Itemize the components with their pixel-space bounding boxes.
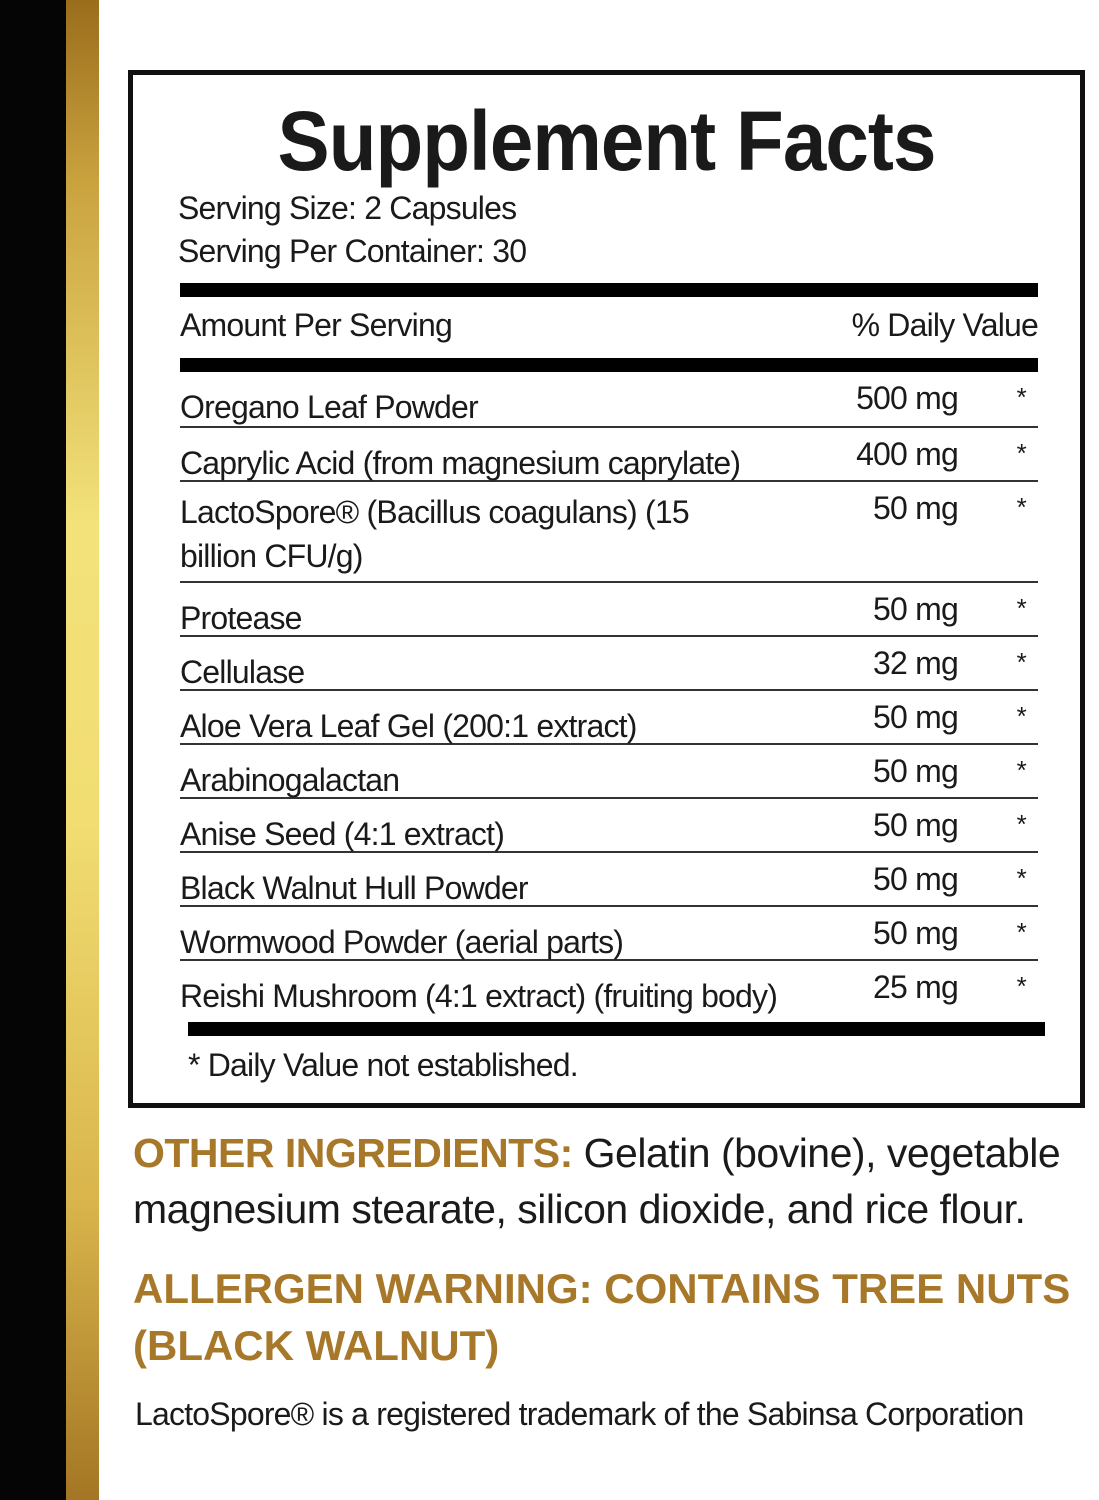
trademark-notice: LactoSpore® is a registered trademark of… [135, 1396, 1024, 1432]
daily-value: * [1016, 593, 1027, 623]
ingredient-amount: 50 mg [873, 753, 959, 789]
table-row: Oregano Leaf Powder 500 mg * [180, 372, 1038, 428]
daily-value-label: % Daily Value [851, 307, 1039, 343]
ingredient-amount: 50 mg [873, 861, 959, 897]
table-header: Amount Per Serving % Daily Value [180, 307, 1039, 344]
table-row: Black Walnut Hull Powder 50 mg * [180, 853, 1038, 907]
daily-value: * [1016, 647, 1027, 677]
ingredient-name: Wormwood Powder (aerial parts) [180, 924, 624, 960]
ingredient-name: Caprylic Acid (from magnesium caprylate) [180, 445, 741, 481]
servings-per-container: Serving Per Container: 30 [178, 233, 527, 269]
table-row: Wormwood Powder (aerial parts) 50 mg * [180, 907, 1038, 961]
daily-value: * [1016, 438, 1027, 468]
black-border-strip [0, 0, 66, 1500]
ingredient-name: Cellulase [180, 654, 305, 690]
daily-value: * [1016, 755, 1027, 785]
divider-thick [188, 1022, 1045, 1036]
ingredient-name: Aloe Vera Leaf Gel (200:1 extract) [180, 708, 637, 744]
amount-per-serving-label: Amount Per Serving [180, 307, 453, 343]
ingredient-name: Reishi Mushroom (4:1 extract) (fruiting … [180, 978, 778, 1014]
ingredient-amount: 32 mg [873, 645, 959, 681]
table-row: Arabinogalactan 50 mg * [180, 745, 1038, 799]
ingredient-name: Black Walnut Hull Powder [180, 870, 529, 906]
ingredient-amount: 50 mg [873, 591, 959, 627]
other-ingredients: OTHER INGREDIENTS: Gelatin (bovine), veg… [133, 1125, 1099, 1237]
supplement-facts-panel: Supplement Facts Serving Size: 2 Capsule… [128, 70, 1085, 1108]
table-row: Caprylic Acid (from magnesium caprylate)… [180, 428, 1038, 482]
serving-size: Serving Size: 2 Capsules [178, 190, 517, 226]
allergen-warning: ALLERGEN WARNING: CONTAINS TREE NUTS (BL… [133, 1265, 1071, 1369]
other-ingredients-text: Gelatin (bovine), vegetable magnesium st… [133, 1130, 1061, 1232]
gold-border-strip [66, 0, 99, 1500]
table-row: Reishi Mushroom (4:1 extract) (fruiting … [180, 961, 1038, 1021]
ingredient-name: Protease [180, 600, 302, 636]
ingredient-amount: 50 mg [873, 699, 959, 735]
ingredient-name: Arabinogalactan [180, 762, 400, 798]
daily-value: * [1016, 492, 1027, 522]
daily-value: * [1016, 863, 1027, 893]
daily-value: * [1016, 809, 1027, 839]
divider-thick [180, 358, 1038, 372]
ingredient-name: Anise Seed (4:1 extract) [180, 816, 505, 852]
footnote: * Daily Value not established. [188, 1047, 579, 1083]
ingredient-amount: 50 mg [873, 915, 959, 951]
daily-value: * [1016, 701, 1027, 731]
divider-thick [180, 283, 1038, 297]
daily-value: * [1016, 917, 1027, 947]
ingredient-amount: 50 mg [873, 490, 959, 526]
daily-value: * [1016, 971, 1027, 1001]
table-row: Cellulase 32 mg * [180, 637, 1038, 691]
ingredient-amount: 500 mg [856, 380, 959, 416]
table-row: Anise Seed (4:1 extract) 50 mg * [180, 799, 1038, 853]
other-ingredients-label: OTHER INGREDIENTS: [133, 1130, 573, 1176]
table-row: LactoSpore® (Bacillus coagulans) (15 bil… [180, 482, 1038, 583]
ingredient-amount: 50 mg [873, 807, 959, 843]
ingredient-name: Oregano Leaf Powder [180, 389, 479, 425]
table-row: Aloe Vera Leaf Gel (200:1 extract) 50 mg * [180, 691, 1038, 745]
panel-title: Supplement Facts [277, 94, 937, 188]
daily-value: * [1016, 382, 1027, 412]
table-row: Protease 50 mg * [180, 583, 1038, 637]
ingredient-amount: 400 mg [856, 436, 959, 472]
ingredient-amount: 25 mg [873, 969, 959, 1005]
ingredient-table: Oregano Leaf Powder 500 mg * Caprylic Acid … [180, 372, 1038, 1021]
ingredient-name: LactoSpore® (Bacillus coagulans) (15 bil… [180, 494, 690, 574]
